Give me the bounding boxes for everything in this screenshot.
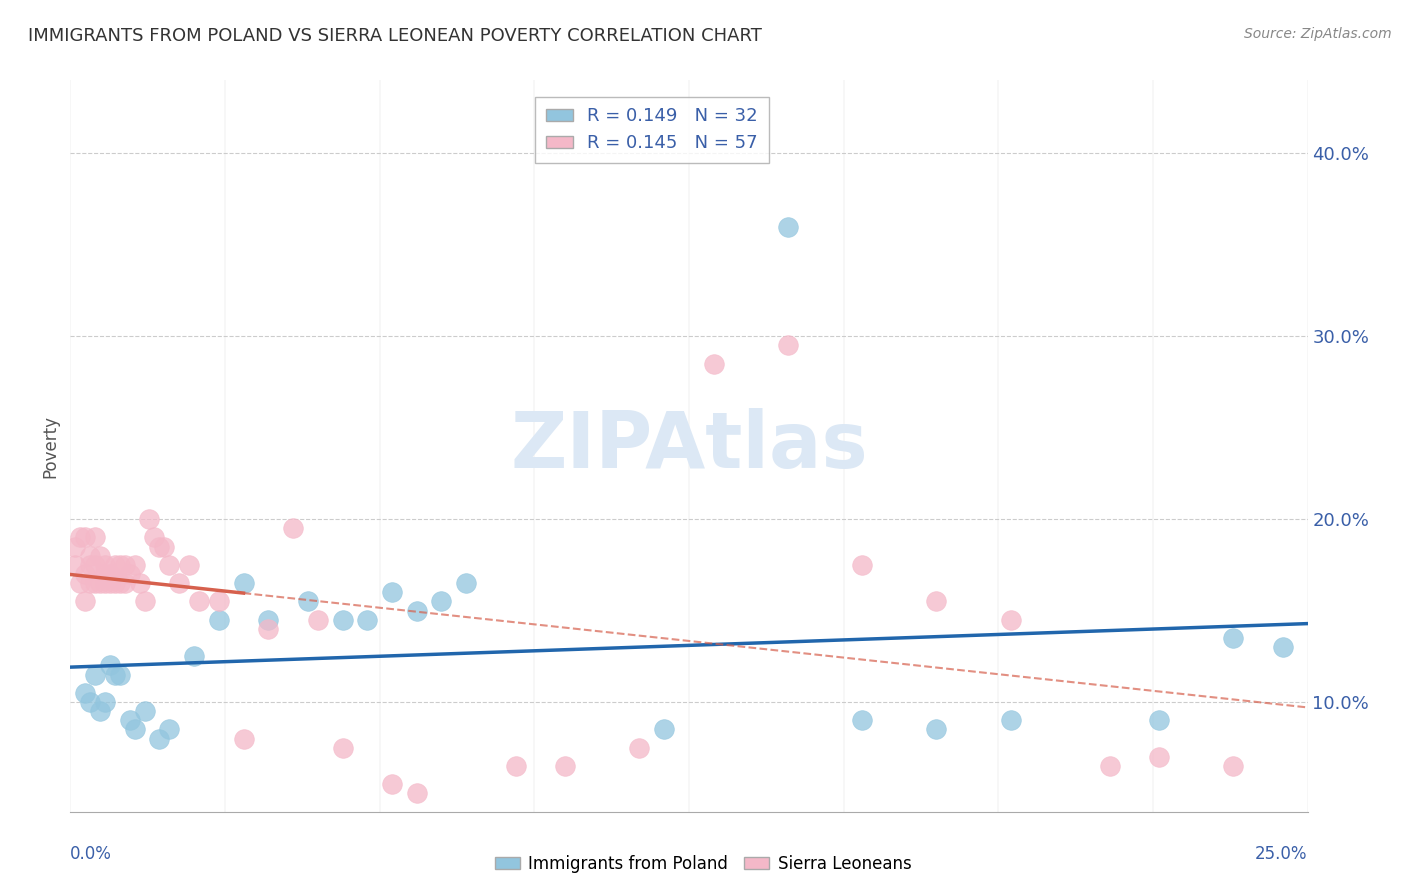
Point xyxy=(89,576,111,591)
Point xyxy=(167,576,190,591)
Point xyxy=(297,594,319,608)
Point xyxy=(776,219,799,234)
Point xyxy=(94,558,117,572)
Point xyxy=(143,530,166,544)
Point xyxy=(75,594,97,608)
Point xyxy=(94,576,117,591)
Point xyxy=(281,521,304,535)
Point xyxy=(157,723,180,737)
Point xyxy=(157,558,180,572)
Point xyxy=(554,759,576,773)
Text: 0.0%: 0.0% xyxy=(70,845,112,863)
Point xyxy=(128,576,150,591)
Point xyxy=(188,594,211,608)
Point xyxy=(257,622,280,636)
Point xyxy=(79,558,101,572)
Text: 25.0%: 25.0% xyxy=(1256,845,1308,863)
Point xyxy=(75,530,97,544)
Point xyxy=(307,613,329,627)
Text: IMMIGRANTS FROM POLAND VS SIERRA LEONEAN POVERTY CORRELATION CHART: IMMIGRANTS FROM POLAND VS SIERRA LEONEAN… xyxy=(28,27,762,45)
Point xyxy=(134,704,156,718)
Point xyxy=(208,594,231,608)
Point xyxy=(1222,759,1244,773)
Point xyxy=(65,540,87,554)
Point xyxy=(79,549,101,563)
Point xyxy=(1000,714,1022,728)
Point xyxy=(114,576,136,591)
Point xyxy=(104,558,127,572)
Point xyxy=(332,613,354,627)
Point xyxy=(208,613,231,627)
Point xyxy=(65,558,87,572)
Point xyxy=(1271,640,1294,655)
Point xyxy=(1098,759,1121,773)
Point xyxy=(108,558,131,572)
Text: ZIPAtlas: ZIPAtlas xyxy=(510,408,868,484)
Point xyxy=(430,594,453,608)
Legend: R = 0.149   N = 32, R = 0.145   N = 57: R = 0.149 N = 32, R = 0.145 N = 57 xyxy=(534,96,769,163)
Point xyxy=(183,649,205,664)
Point xyxy=(134,594,156,608)
Point xyxy=(124,723,146,737)
Point xyxy=(851,558,873,572)
Point xyxy=(94,567,117,582)
Point xyxy=(114,558,136,572)
Point xyxy=(84,667,107,681)
Point xyxy=(94,695,117,709)
Point xyxy=(381,585,404,599)
Point xyxy=(124,558,146,572)
Point xyxy=(148,731,170,746)
Point xyxy=(381,777,404,791)
Point xyxy=(776,338,799,352)
Point xyxy=(405,787,427,801)
Point xyxy=(628,740,651,755)
Point xyxy=(356,613,378,627)
Y-axis label: Poverty: Poverty xyxy=(41,415,59,477)
Point xyxy=(851,714,873,728)
Point xyxy=(98,567,121,582)
Point xyxy=(148,540,170,554)
Point xyxy=(75,567,97,582)
Point xyxy=(505,759,527,773)
Point xyxy=(104,576,127,591)
Point xyxy=(232,731,254,746)
Point xyxy=(98,658,121,673)
Point xyxy=(108,576,131,591)
Point xyxy=(257,613,280,627)
Point xyxy=(118,714,141,728)
Point xyxy=(79,695,101,709)
Point xyxy=(84,558,107,572)
Legend: Immigrants from Poland, Sierra Leoneans: Immigrants from Poland, Sierra Leoneans xyxy=(488,848,918,880)
Point xyxy=(153,540,176,554)
Point xyxy=(1147,714,1170,728)
Point xyxy=(89,704,111,718)
Point xyxy=(1000,613,1022,627)
Point xyxy=(405,603,427,617)
Point xyxy=(84,576,107,591)
Text: Source: ZipAtlas.com: Source: ZipAtlas.com xyxy=(1244,27,1392,41)
Point xyxy=(456,576,478,591)
Point xyxy=(69,576,91,591)
Point xyxy=(79,576,101,591)
Point xyxy=(703,357,725,371)
Point xyxy=(118,567,141,582)
Point xyxy=(89,549,111,563)
Point xyxy=(69,530,91,544)
Point xyxy=(925,594,948,608)
Point xyxy=(652,723,675,737)
Point xyxy=(232,576,254,591)
Point xyxy=(98,576,121,591)
Point xyxy=(332,740,354,755)
Point xyxy=(84,530,107,544)
Point xyxy=(138,512,160,526)
Point xyxy=(108,667,131,681)
Point xyxy=(925,723,948,737)
Point xyxy=(177,558,200,572)
Point xyxy=(1147,749,1170,764)
Point xyxy=(1222,631,1244,645)
Point xyxy=(104,667,127,681)
Point xyxy=(75,686,97,700)
